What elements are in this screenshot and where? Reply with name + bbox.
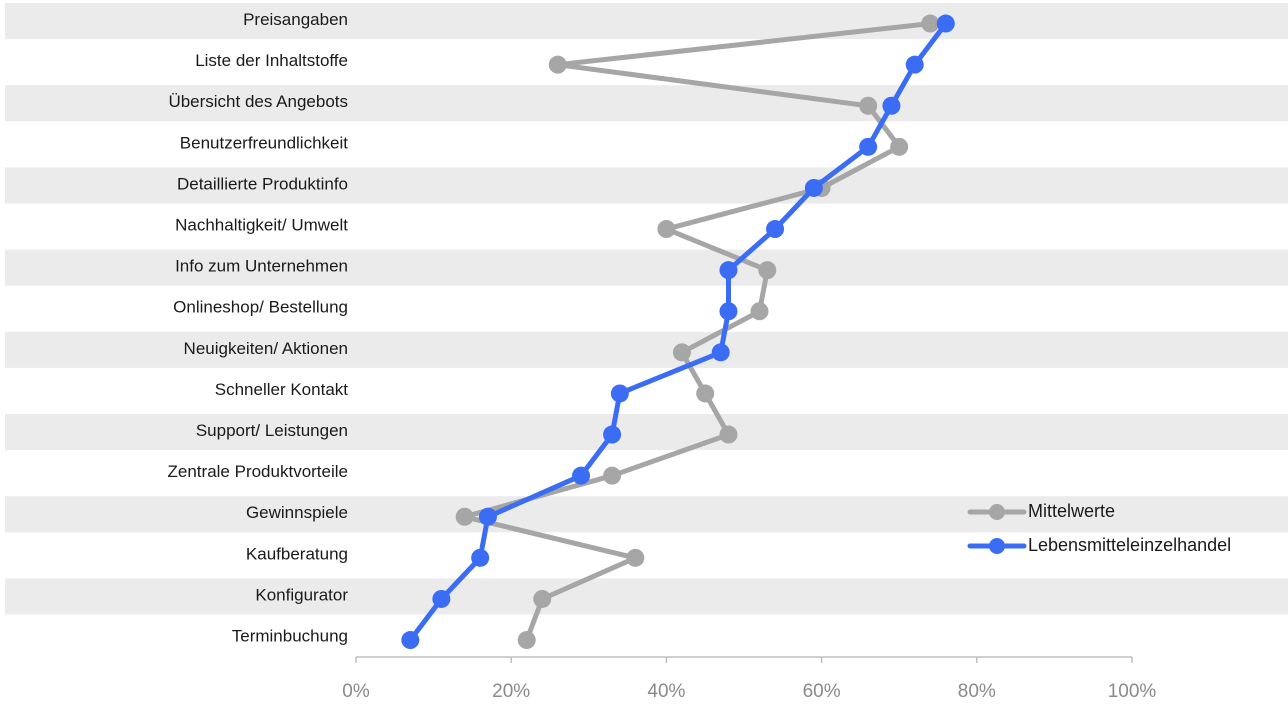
data-point [696,384,715,403]
row-band [5,578,1288,615]
x-tick-label: 80% [958,681,996,702]
legend-label: Lebensmitteleinzelhandel [1028,535,1231,555]
data-point [750,302,769,321]
data-point [719,425,738,444]
category-label: Gewinnspiele [246,503,348,522]
series-layer [401,14,955,650]
data-point [401,631,420,650]
data-point [719,302,738,321]
x-tick-label: 60% [803,681,841,702]
category-label: Kaufberatung [246,544,348,563]
legend: Mittelwerte Lebensmitteleinzelhandel [967,501,1231,555]
x-axis: 0% 20% 40% 60% 80% 100% [342,656,1157,702]
data-point [711,343,730,362]
x-tick-label: 20% [492,681,530,702]
row-band [5,249,1288,286]
data-point [859,96,878,115]
category-labels: Preisangaben Liste der Inhaltstoffe Übersi… [168,10,349,646]
data-point [533,589,552,608]
category-label: Neuigkeiten/ Aktionen [184,339,348,358]
data-point [936,14,955,33]
row-band [5,331,1288,368]
series-line [407,21,949,643]
row-band [5,414,1288,451]
data-point [804,178,823,197]
category-label: Terminbuchung [232,627,348,646]
data-point [758,261,777,280]
category-label: Info zum Unternehmen [175,257,348,276]
category-label: Konfigurator [255,585,348,604]
data-point [626,548,645,567]
series-lebensmitteleinzelhandel [401,14,955,650]
data-point [882,96,901,115]
data-point [517,631,536,650]
data-point [905,55,924,74]
data-point [766,220,785,239]
data-point [572,466,591,485]
category-label: Support/ Leistungen [196,421,348,440]
series-line [462,21,933,643]
data-point [672,343,691,362]
row-band [5,496,1288,533]
category-label: Nachhaltigkeit/ Umwelt [175,216,348,235]
row-band [5,85,1288,122]
data-point [478,507,497,526]
data-point [657,220,676,239]
row-band [5,3,1288,40]
category-label: Liste der Inhaltstoffe [195,51,348,70]
row-band [5,167,1288,204]
data-point [719,261,738,280]
data-point [548,55,567,74]
data-point [890,137,909,156]
category-label: Schneller Kontakt [215,380,349,399]
row-bands [5,3,1288,615]
category-label: Übersicht des Angebots [168,92,348,111]
category-label: Onlineshop/ Bestellung [173,298,348,317]
data-point [432,589,451,608]
category-label: Benutzerfreundlichkeit [180,133,348,152]
data-point [921,14,940,33]
category-label: Zentrale Produktvorteile [168,462,348,481]
data-point [455,507,474,526]
data-point [471,548,490,567]
data-point [603,466,622,485]
legend-swatch-marker [989,538,1005,554]
x-tick-label: 100% [1108,681,1157,702]
category-label: Preisangaben [243,10,348,29]
data-point [603,425,622,444]
legend-label: Mittelwerte [1028,501,1115,521]
x-tick-label: 40% [647,681,685,702]
legend-swatch-marker [989,504,1005,520]
category-label: Detaillierte Produktinfo [177,174,348,193]
data-point [859,137,878,156]
x-tick-label: 0% [342,681,370,702]
data-point [610,384,629,403]
